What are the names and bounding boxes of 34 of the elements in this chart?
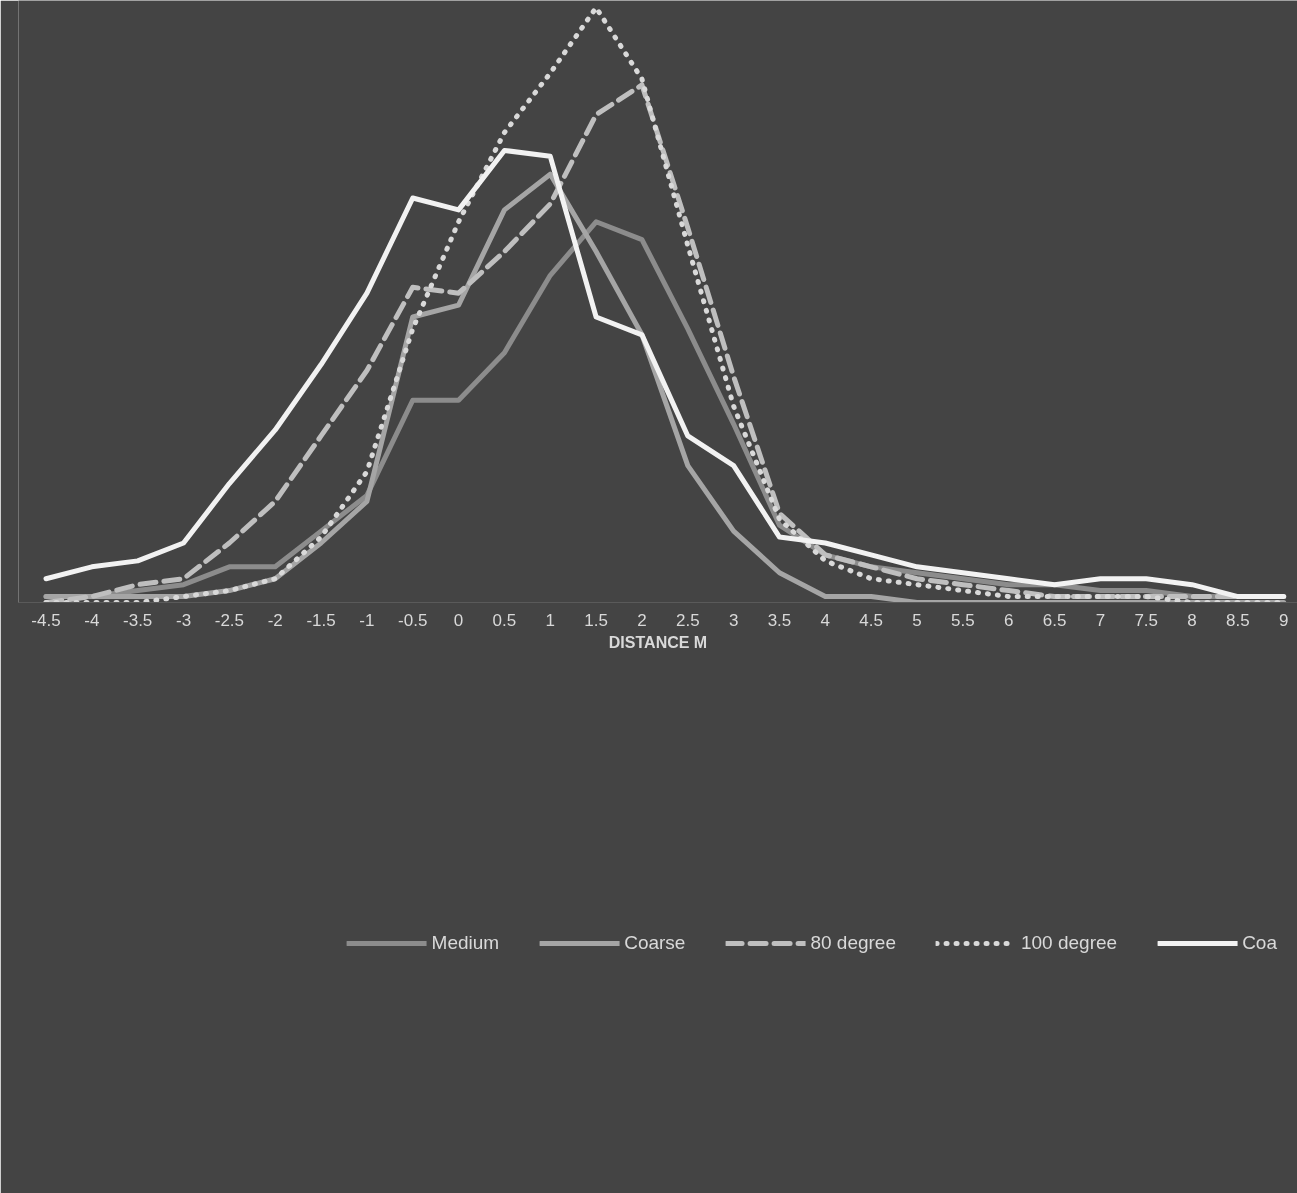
x-tick-label: 1.5 (584, 610, 608, 630)
legend-label: Medium (431, 932, 500, 954)
x-tick-label: -4 (84, 610, 100, 630)
x-tick-label: 8 (1187, 610, 1197, 630)
x-tick-label: -2 (267, 610, 283, 630)
x-tick-label: 8.5 (1226, 610, 1250, 630)
x-tick-label: 6.5 (1042, 610, 1067, 630)
x-tick-label: -3.5 (123, 610, 153, 630)
x-tick-label: 3 (728, 610, 739, 630)
x-tick-label: 5 (912, 610, 922, 630)
x-tick-label: 0 (453, 610, 464, 630)
x-tick-label: -3 (175, 610, 192, 630)
x-tick-label: -1 (359, 610, 375, 630)
x-tick-label: -1.5 (306, 610, 336, 630)
x-tick-label: 2 (637, 610, 647, 630)
x-tick-label: 2.5 (675, 610, 700, 630)
legend-label: Coa (1242, 932, 1277, 954)
legend-label: 80 degree (810, 932, 896, 954)
x-tick-label: 4.5 (859, 610, 883, 630)
x-tick-label: 7 (1095, 610, 1106, 630)
x-tick-label: -0.5 (398, 610, 428, 630)
x-tick-label: 6 (1003, 610, 1014, 630)
x-tick-label: 5.5 (951, 610, 975, 630)
x-tick-label: 3.5 (767, 610, 792, 630)
x-tick-label: 7.5 (1134, 610, 1159, 630)
x-tick-label: 9 (1279, 610, 1289, 630)
legend-label: 100 degree (1020, 932, 1118, 954)
x-tick-label: 0.5 (492, 610, 517, 630)
x-tick-label: 4 (820, 610, 831, 630)
x-axis-title: DISTANCE M (608, 633, 708, 651)
legend-label: Coarse (624, 932, 686, 954)
x-tick-label: -4.5 (31, 610, 61, 630)
x-tick-label: 1 (545, 610, 556, 630)
x-tick-label: -2.5 (214, 610, 245, 630)
